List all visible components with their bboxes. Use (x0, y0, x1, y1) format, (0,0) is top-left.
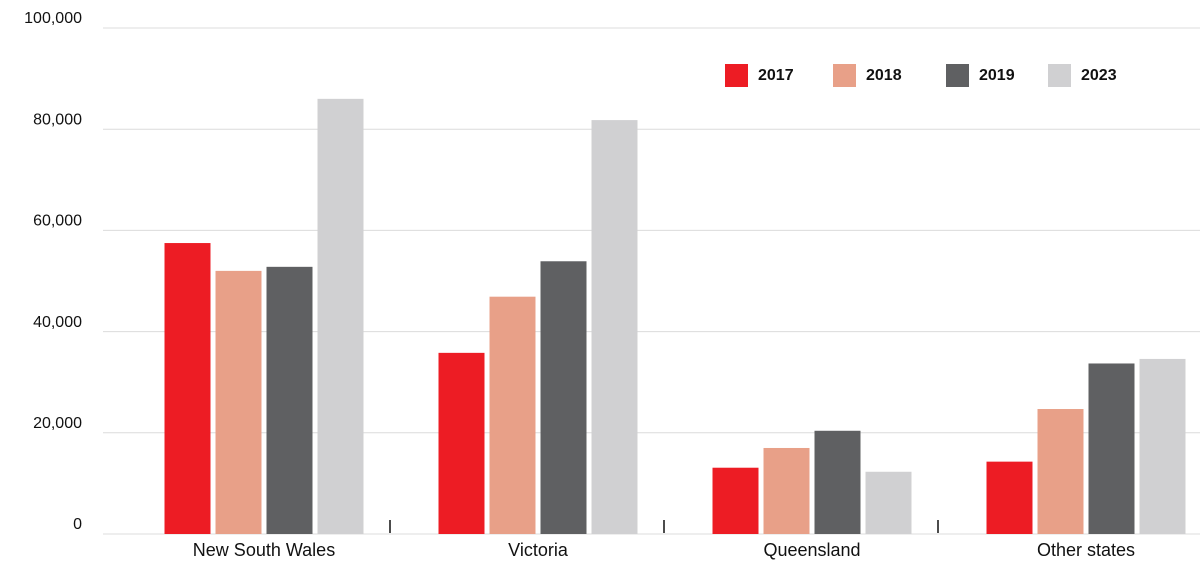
y-tick-label: 40,000 (33, 314, 82, 331)
legend-label: 2023 (1081, 67, 1117, 84)
bar (540, 261, 587, 534)
bar (712, 467, 759, 534)
x-tick-label: Queensland (763, 540, 860, 560)
bar (317, 98, 364, 534)
bar (164, 243, 211, 535)
y-tick-label: 60,000 (33, 213, 82, 230)
bar (489, 296, 536, 534)
x-tick-label: Victoria (508, 540, 569, 560)
y-tick-label: 20,000 (33, 415, 82, 432)
x-tick-label: New South Wales (193, 540, 335, 560)
bar (865, 471, 912, 534)
bar (986, 461, 1033, 534)
y-tick-label: 80,000 (33, 111, 82, 128)
bar (1088, 363, 1135, 534)
bar (591, 120, 638, 534)
legend-swatch (1048, 64, 1071, 87)
legend-label: 2019 (979, 67, 1015, 84)
bar (814, 430, 861, 534)
legend-swatch (946, 64, 969, 87)
legend-swatch (725, 64, 748, 87)
legend-swatch (833, 64, 856, 87)
legend-label: 2017 (758, 67, 794, 84)
y-tick-label: 100,000 (24, 10, 82, 27)
bar (266, 266, 313, 534)
bar (1037, 409, 1084, 534)
y-tick-label: 0 (73, 516, 82, 533)
bar (215, 270, 262, 534)
bar (1139, 358, 1186, 534)
bar (438, 352, 485, 534)
bar (763, 447, 810, 534)
x-tick-label: Other states (1037, 540, 1135, 560)
legend-label: 2018 (866, 67, 902, 84)
